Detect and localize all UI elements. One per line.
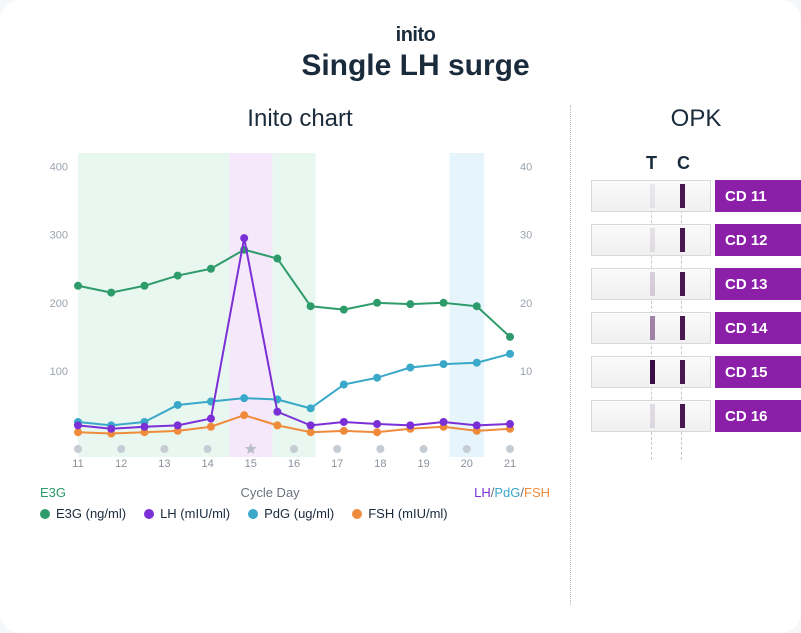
legend-dot-icon — [352, 509, 362, 519]
opk-strip: CD 14 — [591, 312, 801, 344]
legend-label: LH (mIU/ml) — [160, 506, 230, 521]
svg-text:10: 10 — [520, 366, 532, 378]
svg-text:19: 19 — [417, 458, 429, 470]
strip-label: CD 11 — [711, 180, 801, 212]
strip-window — [591, 312, 711, 344]
c-line — [680, 228, 685, 252]
svg-text:15: 15 — [245, 458, 257, 470]
legend-dot-icon — [40, 509, 50, 519]
strip-label: CD 16 — [711, 400, 801, 432]
c-line — [680, 184, 685, 208]
chart-column: Inito chart 100 200 300 400 10 20 30 40 11 12 13 14… — [30, 105, 570, 605]
svg-text:300: 300 — [50, 230, 68, 242]
strip-label: CD 15 — [711, 356, 801, 388]
t-line — [650, 316, 655, 340]
legend-dot-icon — [248, 509, 258, 519]
t-line — [650, 228, 655, 252]
strip-label: CD 13 — [711, 268, 801, 300]
page-title: Single LH surge — [30, 49, 801, 83]
legend-item: E3G (ng/ml) — [40, 506, 126, 521]
t-line — [650, 272, 655, 296]
svg-text:12: 12 — [115, 458, 127, 470]
t-line — [650, 360, 655, 384]
svg-text:30: 30 — [520, 230, 532, 242]
svg-text:13: 13 — [158, 458, 170, 470]
svg-text:100: 100 — [50, 366, 68, 378]
legend-item: LH (mIU/ml) — [144, 506, 230, 521]
svg-text:20: 20 — [461, 458, 473, 470]
c-label: C — [677, 153, 690, 174]
legend-item: PdG (ug/ml) — [248, 506, 334, 521]
svg-text:16: 16 — [288, 458, 300, 470]
legend-label: FSH (mIU/ml) — [368, 506, 447, 521]
svg-text:21: 21 — [504, 458, 516, 470]
svg-text:20: 20 — [520, 298, 532, 310]
opk-strip: CD 16 — [591, 400, 801, 432]
content-row: Inito chart 100 200 300 400 10 20 30 40 11 12 13 14… — [30, 105, 801, 605]
t-line — [650, 404, 655, 428]
strip-window — [591, 268, 711, 300]
strip-label: CD 14 — [711, 312, 801, 344]
strip-window — [591, 356, 711, 388]
opk-column: OPK T C CD 11 CD 12 CD 13 CD 14 CD 15 CD 16 — [570, 105, 801, 605]
strip-window — [591, 224, 711, 256]
c-line — [680, 360, 685, 384]
legend-item: FSH (mIU/ml) — [352, 506, 447, 521]
x-axis-label: Cycle Day — [240, 485, 299, 500]
hormone-line-chart: 100 200 300 400 10 20 30 40 11 12 13 14 15 16 17 18 19 20… — [30, 143, 550, 483]
svg-text:400: 400 — [50, 162, 68, 174]
legend-label: E3G (ng/ml) — [56, 506, 126, 521]
opk-strip: CD 12 — [591, 224, 801, 256]
logo-row: inito — [30, 24, 801, 47]
svg-text:200: 200 — [50, 298, 68, 310]
chart-heading: Inito chart — [30, 105, 570, 133]
legend-dot-icon — [144, 509, 154, 519]
svg-text:14: 14 — [201, 458, 213, 470]
opk-strip: CD 15 — [591, 356, 801, 388]
svg-text:11: 11 — [72, 458, 83, 470]
strip-window — [591, 180, 711, 212]
opk-strip: CD 13 — [591, 268, 801, 300]
t-line — [650, 184, 655, 208]
axis-label-row: E3G Cycle Day LH/PdG/FSH — [30, 485, 570, 500]
svg-text:17: 17 — [331, 458, 343, 470]
legend-label: PdG (ug/ml) — [264, 506, 334, 521]
svg-text:40: 40 — [520, 162, 532, 174]
strip-label: CD 12 — [711, 224, 801, 256]
strip-window — [591, 400, 711, 432]
strip-list: CD 11 CD 12 CD 13 CD 14 CD 15 CD 16 — [591, 180, 801, 432]
opk-strip: CD 11 — [591, 180, 801, 212]
opk-heading: OPK — [591, 105, 801, 133]
brand-logo: inito — [396, 24, 436, 46]
right-axis-label: LH/PdG/FSH — [474, 485, 550, 500]
legend: E3G (ng/ml) LH (mIU/ml) PdG (ug/ml) FSH (mI… — [30, 506, 570, 521]
t-label: T — [646, 153, 657, 174]
card: inito Single LH surge Inito chart 100 200… — [0, 0, 801, 633]
svg-text:18: 18 — [374, 458, 386, 470]
left-axis-label: E3G — [40, 485, 66, 500]
tc-header: T C — [591, 153, 801, 174]
c-line — [680, 272, 685, 296]
c-line — [680, 404, 685, 428]
c-line — [680, 316, 685, 340]
